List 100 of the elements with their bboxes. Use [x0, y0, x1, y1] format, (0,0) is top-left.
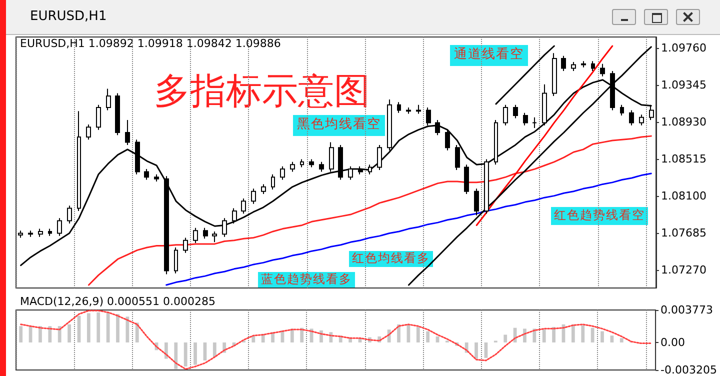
- candlestick: [183, 237, 188, 254]
- candlestick: [387, 99, 392, 151]
- bar: [106, 312, 110, 342]
- candlestick: [251, 188, 256, 204]
- annotation: 红色趋势线看空: [551, 207, 648, 225]
- candlestick: [591, 60, 595, 72]
- candlestick: [86, 124, 91, 140]
- candlestick: [280, 166, 285, 180]
- bar: [68, 324, 71, 342]
- bar: [48, 326, 52, 342]
- bar: [600, 331, 604, 342]
- candlestick: [300, 158, 304, 168]
- bar: [116, 314, 120, 342]
- bar: [58, 326, 62, 342]
- bar: [290, 328, 294, 342]
- candlestick: [552, 52, 557, 96]
- candlestick: [174, 247, 178, 274]
- candlestick: [368, 164, 372, 175]
- candlestick: [600, 63, 605, 77]
- candlestick: [38, 228, 43, 238]
- bar: [620, 338, 624, 342]
- candlestick: [358, 166, 363, 175]
- bar: [194, 342, 197, 365]
- annotation: 多指标示意图: [154, 71, 370, 112]
- candlestick: [106, 88, 111, 111]
- candlestick: [203, 227, 208, 240]
- candlestick: [329, 142, 334, 172]
- candlestick: [542, 84, 547, 126]
- candlestick: [232, 208, 237, 224]
- line-series: [88, 135, 652, 286]
- candlestick: [377, 144, 382, 170]
- candlestick: [484, 158, 489, 214]
- candlestick: [474, 188, 479, 216]
- bar: [397, 324, 400, 342]
- y-tick-label: 1.08100: [661, 189, 706, 202]
- candlestick: [629, 110, 634, 126]
- candlestick: [154, 174, 159, 182]
- candlestick: [144, 168, 149, 180]
- bar: [96, 312, 100, 342]
- y-tick-label: 0.00: [660, 336, 686, 349]
- candlestick: [212, 230, 217, 243]
- bar: [610, 336, 614, 342]
- candlestick: [523, 112, 528, 126]
- bar: [552, 326, 556, 342]
- candlestick: [309, 158, 314, 168]
- bar: [416, 326, 420, 342]
- candlestick: [290, 161, 295, 172]
- y-tick-label: 1.08930: [661, 115, 706, 128]
- candlestick: [532, 116, 537, 129]
- candlestick: [494, 120, 498, 166]
- bar: [212, 342, 216, 358]
- candlestick: [338, 144, 343, 180]
- candlestick: [67, 205, 72, 224]
- bar: [581, 325, 585, 342]
- candlestick: [464, 164, 469, 195]
- candlestick: [193, 227, 198, 244]
- candlestick: [271, 174, 275, 190]
- y-tick-label: 1.08515: [661, 152, 706, 166]
- bar: [300, 328, 304, 342]
- y-tick-label: 1.07685: [661, 226, 706, 240]
- bar: [590, 328, 594, 342]
- bar: [474, 342, 478, 359]
- y-tick-label: 1.07270: [661, 263, 706, 276]
- candlestick: [261, 184, 266, 195]
- candlestick: [445, 129, 450, 151]
- bar: [19, 326, 23, 342]
- bar: [126, 316, 130, 342]
- candlestick: [348, 166, 353, 180]
- candlestick: [571, 62, 576, 72]
- bar: [571, 324, 575, 342]
- candlestick: [319, 161, 324, 172]
- bar: [184, 342, 188, 367]
- line-series: [166, 172, 652, 286]
- candlestick: [620, 104, 624, 116]
- candlestick: [513, 104, 518, 119]
- candlestick: [18, 230, 23, 238]
- candlestick: [503, 104, 508, 126]
- candlestick: [241, 198, 246, 214]
- candlestick: [639, 114, 644, 126]
- candlestick: [455, 144, 460, 170]
- line-series: [20, 310, 652, 370]
- bar: [174, 342, 178, 370]
- candlestick: [416, 104, 421, 114]
- y-tick-label: -0.003205: [660, 364, 718, 376]
- bar: [86, 313, 90, 342]
- candlestick: [135, 139, 140, 175]
- annotation: EURUSD,H1 1.09892 1.09918 1.09842 1.09886: [20, 37, 281, 51]
- candlestick: [561, 55, 566, 72]
- candlestick: [96, 104, 101, 130]
- candlestick: [57, 218, 62, 236]
- candlestick: [48, 228, 52, 236]
- text: MACD(12,26,9) 0.000551 0.000285: [20, 295, 216, 309]
- candlestick: [222, 218, 227, 238]
- bar: [38, 326, 42, 342]
- candlestick: [581, 60, 586, 68]
- bar: [135, 322, 139, 342]
- candlestick: [435, 120, 440, 136]
- bar: [426, 331, 430, 342]
- y-tick-label: 0.003773: [660, 304, 714, 316]
- candlestick: [397, 102, 401, 114]
